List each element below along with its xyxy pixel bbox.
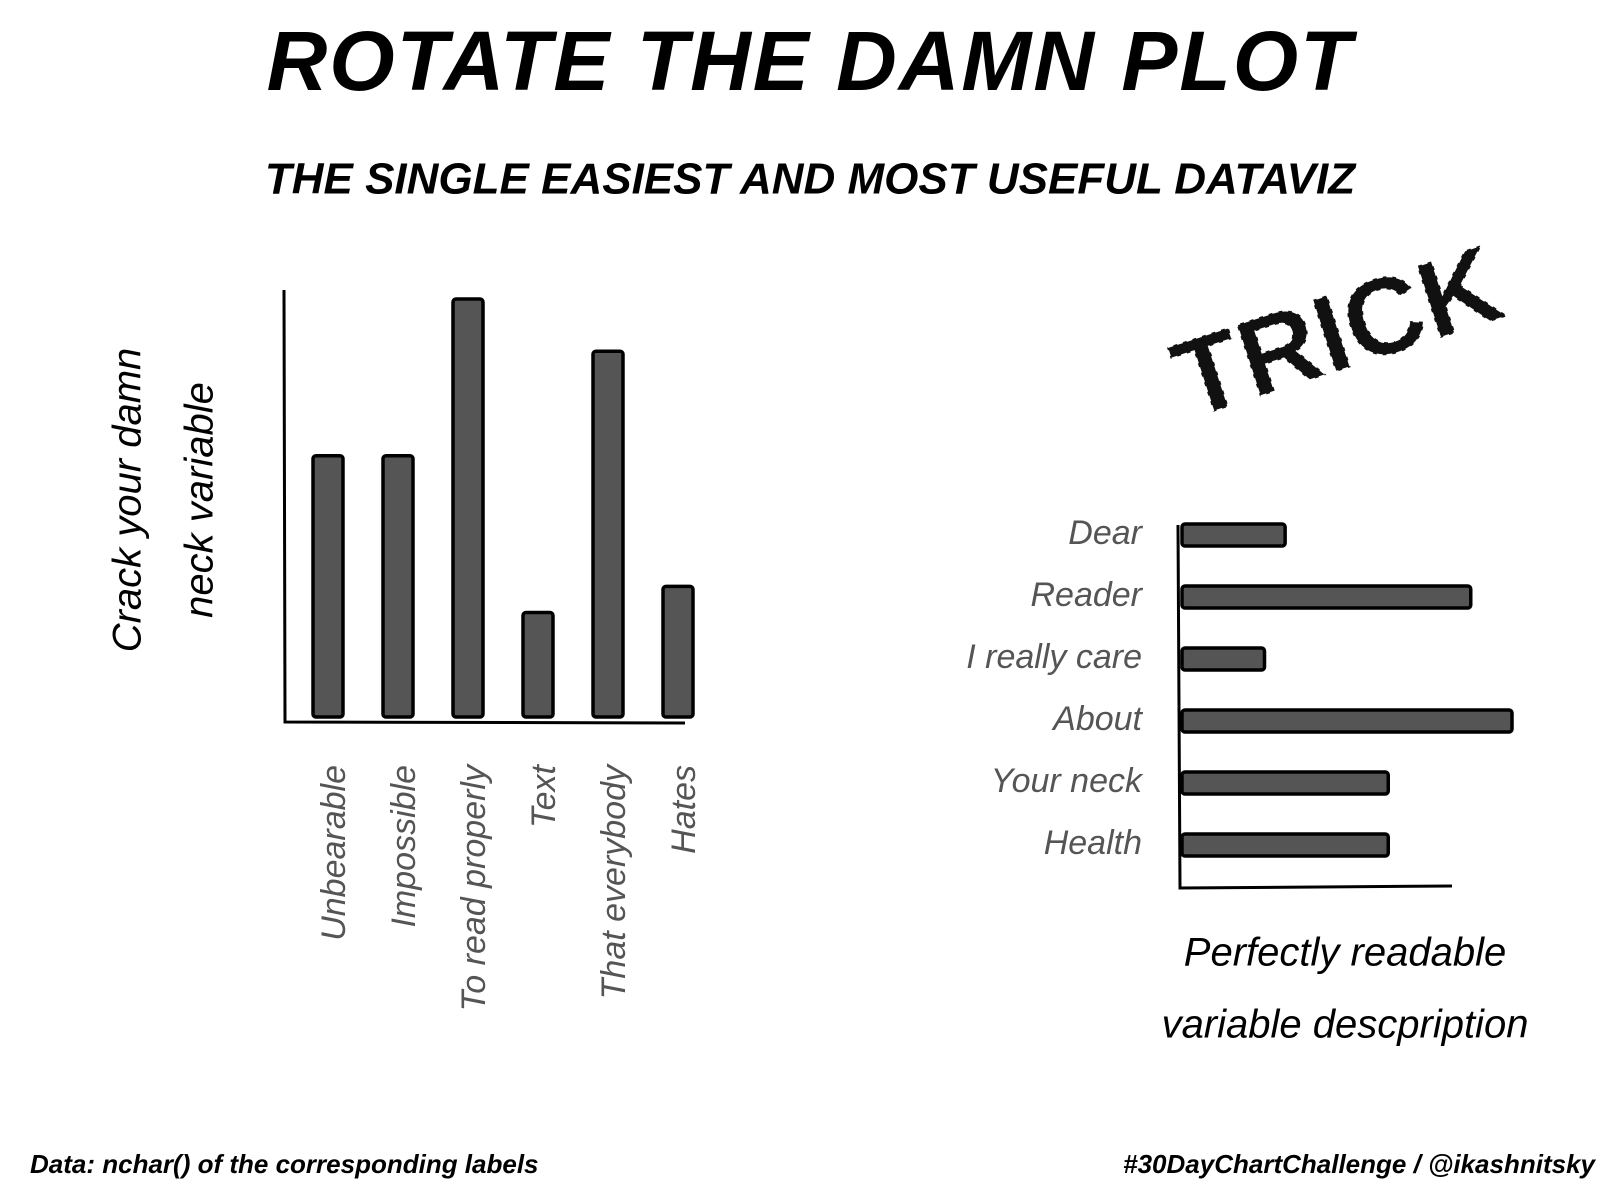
y-tick-label: Health bbox=[1044, 824, 1142, 862]
y-tick-label: About bbox=[1051, 700, 1143, 738]
x-tick-label: Text bbox=[525, 763, 563, 828]
bar bbox=[1180, 708, 1514, 734]
bar bbox=[1180, 522, 1287, 548]
bar bbox=[521, 610, 555, 719]
footer-right: #30DayChartChallenge / @ikashnitsky bbox=[1123, 1149, 1596, 1179]
bar bbox=[591, 349, 625, 719]
bar bbox=[451, 297, 485, 719]
y-tick-label: Reader bbox=[1030, 576, 1143, 614]
x-axis-title: variable descpription bbox=[1162, 1003, 1529, 1047]
subtitle: THE SINGLE EASIEST AND MOST USEFUL DATAV… bbox=[265, 155, 1357, 204]
x-tick-label: To read properly bbox=[455, 763, 493, 1011]
axis bbox=[1176, 524, 1453, 890]
bar bbox=[1180, 770, 1390, 796]
x-tick-label: Hates bbox=[665, 765, 703, 854]
stamp: TRICK bbox=[1159, 222, 1517, 443]
x-axis-title: Perfectly readable bbox=[1184, 931, 1506, 975]
x-tick-label: That everybody bbox=[595, 763, 633, 999]
bar bbox=[661, 584, 695, 719]
bar bbox=[1180, 832, 1390, 858]
bar bbox=[1180, 584, 1473, 610]
y-tick-label: Your neck bbox=[991, 762, 1144, 800]
footer-left: Data: nchar() of the corresponding label… bbox=[30, 1149, 539, 1179]
x-tick-label: Impossible bbox=[385, 765, 423, 928]
bar bbox=[1180, 646, 1267, 672]
y-tick-label: Dear bbox=[1068, 514, 1143, 552]
title: ROTATE THE DAMN PLOT bbox=[267, 14, 1358, 108]
axis bbox=[282, 289, 686, 725]
bar bbox=[381, 454, 415, 719]
y-tick-label: I really care bbox=[966, 638, 1142, 676]
bar bbox=[311, 454, 345, 719]
y-axis-title: Crack your damn bbox=[106, 348, 150, 653]
y-axis-title: neck variable bbox=[178, 382, 222, 618]
x-tick-label: Unbearable bbox=[315, 765, 353, 941]
